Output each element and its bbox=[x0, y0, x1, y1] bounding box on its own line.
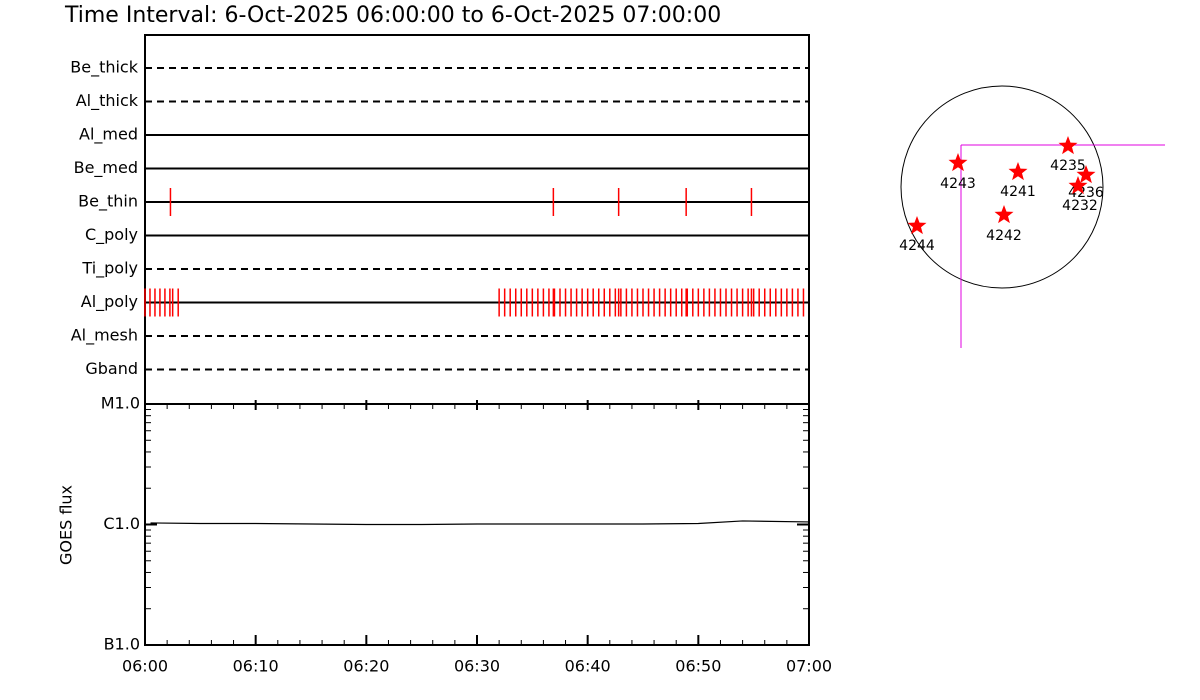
y-axis-label: GOES flux bbox=[57, 485, 76, 565]
solar-disk bbox=[900, 85, 1104, 289]
goes-line bbox=[150, 520, 810, 526]
region-label: 4242 bbox=[986, 228, 1022, 244]
row-label: Al_med bbox=[79, 125, 138, 145]
region-label: 4243 bbox=[940, 176, 976, 192]
x-tick-label: 06:30 bbox=[454, 657, 500, 676]
region-label: 4241 bbox=[1000, 184, 1036, 200]
x-tick-label: 06:20 bbox=[343, 657, 389, 676]
row-label: Be_thick bbox=[70, 58, 138, 78]
row-label: Al_mesh bbox=[71, 326, 138, 346]
timeline-frame bbox=[144, 34, 810, 405]
row-label: C_poly bbox=[85, 225, 138, 245]
row-label: Ti_poly bbox=[81, 259, 138, 279]
row-label: Al_poly bbox=[81, 292, 138, 312]
region-star bbox=[1068, 176, 1088, 195]
y-tick-label: M1.0 bbox=[101, 394, 140, 413]
region-star bbox=[1076, 165, 1096, 184]
region-star bbox=[1008, 162, 1028, 181]
region-label: 4232 bbox=[1062, 198, 1098, 214]
row-label: Gband bbox=[85, 359, 138, 378]
region-label: 4244 bbox=[899, 238, 935, 254]
x-tick-label: 06:10 bbox=[233, 657, 279, 676]
y-tick-label: C1.0 bbox=[103, 514, 140, 533]
y-tick-label: B1.0 bbox=[104, 635, 140, 654]
x-tick-label: 06:00 bbox=[122, 657, 168, 676]
row-label: Be_thin bbox=[78, 192, 138, 212]
region-star bbox=[994, 205, 1014, 224]
region-star bbox=[907, 216, 927, 235]
chart-title: Time Interval: 6-Oct-2025 06:00:00 to 6-… bbox=[64, 3, 721, 28]
row-label: Al_thick bbox=[76, 91, 139, 111]
region-star bbox=[1058, 136, 1078, 155]
x-tick-label: 06:50 bbox=[675, 657, 721, 676]
region-star bbox=[948, 153, 968, 172]
row-label: Be_med bbox=[74, 158, 138, 178]
x-tick-label: 07:00 bbox=[786, 657, 832, 676]
region-label: 4235 bbox=[1050, 158, 1086, 174]
x-tick-label: 06:40 bbox=[565, 657, 611, 676]
